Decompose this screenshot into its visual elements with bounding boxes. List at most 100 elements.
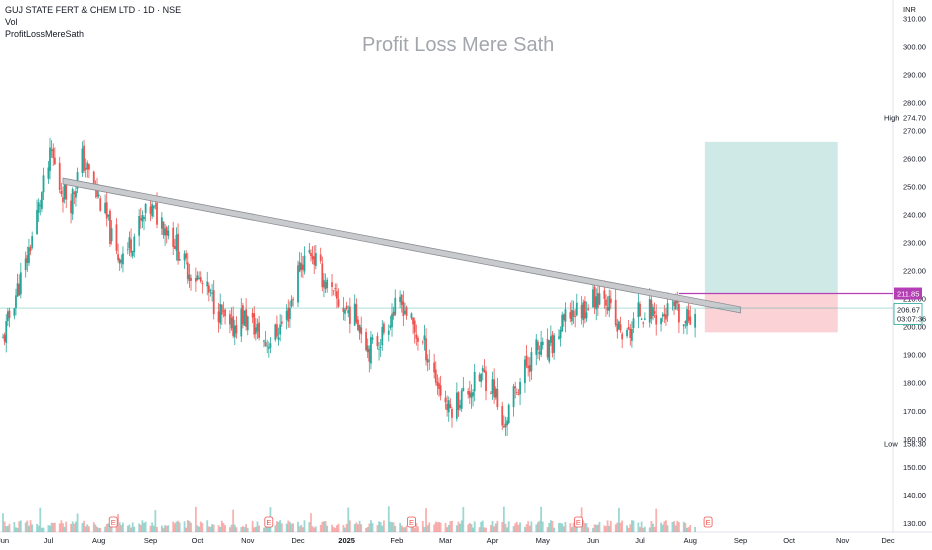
candle bbox=[24, 251, 27, 278]
candle-body bbox=[389, 325, 392, 328]
price-tick-label: 160.00 bbox=[903, 435, 926, 444]
candle-body bbox=[483, 369, 486, 373]
candle-body bbox=[300, 263, 303, 270]
candle bbox=[280, 314, 283, 327]
candle bbox=[143, 214, 145, 231]
time-tick-label: Nov bbox=[241, 536, 255, 545]
candle bbox=[39, 199, 42, 216]
symbol-title[interactable]: GUJ STATE FERT & CHEM LTD · 1D · NSE bbox=[5, 5, 182, 15]
candle-body bbox=[402, 301, 405, 317]
candle bbox=[337, 288, 340, 308]
volume-bar bbox=[319, 524, 322, 532]
volume-bar bbox=[425, 508, 427, 532]
price-tick-label: 190.00 bbox=[903, 351, 926, 360]
candle bbox=[347, 305, 350, 318]
indicator-label[interactable]: ProfitLossMereSath bbox=[5, 29, 85, 39]
volume-bar bbox=[585, 523, 588, 532]
price-tick-label: 250.00 bbox=[903, 183, 926, 192]
candle bbox=[165, 225, 168, 244]
volume-bar bbox=[632, 520, 635, 532]
volume-bar bbox=[642, 527, 645, 532]
candle bbox=[569, 302, 572, 323]
volume-bar bbox=[96, 526, 98, 532]
time-tick-label: Feb bbox=[390, 536, 403, 545]
volume-bar bbox=[663, 521, 666, 532]
candle-body bbox=[156, 202, 158, 225]
candle bbox=[285, 304, 288, 330]
candle-body bbox=[178, 259, 181, 261]
volume-bar bbox=[194, 506, 197, 532]
time-tick-label: Apr bbox=[487, 536, 499, 545]
candle-body bbox=[311, 255, 314, 260]
candle-body bbox=[254, 327, 257, 334]
candle bbox=[279, 314, 282, 342]
candle-body bbox=[506, 420, 508, 426]
candle-body bbox=[485, 371, 487, 391]
candle bbox=[53, 147, 56, 166]
volume-bar bbox=[3, 521, 6, 532]
candle bbox=[507, 403, 510, 425]
candle-body bbox=[3, 334, 6, 342]
candle-body bbox=[663, 313, 666, 317]
volume-bar bbox=[332, 527, 335, 532]
earnings-marker bbox=[264, 516, 274, 528]
volume-bar bbox=[131, 522, 134, 532]
candle-body bbox=[344, 309, 346, 314]
volume-bar bbox=[593, 524, 596, 532]
candle bbox=[258, 315, 260, 341]
candle-body bbox=[524, 359, 526, 384]
candle-body bbox=[337, 299, 340, 307]
candle-body bbox=[126, 249, 129, 251]
volume-bar bbox=[378, 521, 380, 532]
candle bbox=[8, 307, 11, 328]
candle-body bbox=[652, 307, 654, 317]
volume-bar bbox=[258, 525, 260, 532]
candle-body bbox=[381, 326, 384, 346]
price-tick-label: 150.00 bbox=[903, 463, 926, 472]
candle bbox=[400, 293, 403, 313]
candle bbox=[378, 342, 380, 361]
candle-body bbox=[263, 340, 265, 342]
candle-body bbox=[133, 236, 136, 252]
candle bbox=[494, 386, 497, 400]
candle-body bbox=[478, 374, 481, 381]
volume-bar bbox=[684, 523, 687, 532]
last-price-tag-text: 206.67 bbox=[897, 306, 920, 315]
candle bbox=[530, 347, 533, 380]
volume-bar bbox=[178, 522, 181, 532]
candle bbox=[399, 290, 402, 309]
candle bbox=[447, 396, 450, 422]
candle-body bbox=[493, 379, 496, 398]
candle-body bbox=[687, 310, 690, 321]
volume-bar bbox=[592, 527, 594, 532]
candle-body bbox=[528, 365, 531, 373]
volume-bar bbox=[405, 525, 408, 532]
volume-bar bbox=[173, 523, 176, 532]
volume-indicator-label[interactable]: Vol bbox=[5, 17, 18, 27]
candle-body bbox=[292, 299, 295, 300]
candle bbox=[404, 302, 406, 315]
volume-bar bbox=[347, 507, 350, 532]
candle bbox=[126, 242, 129, 255]
volume-bar bbox=[24, 522, 27, 532]
volume-bar bbox=[292, 523, 295, 532]
candle-body bbox=[334, 288, 337, 290]
candle-body bbox=[410, 313, 413, 319]
candle-body bbox=[29, 247, 32, 251]
candle bbox=[686, 305, 688, 335]
candle-body bbox=[538, 351, 541, 355]
candle-body bbox=[460, 390, 463, 409]
volume-bar bbox=[58, 523, 61, 532]
candle-body bbox=[616, 323, 619, 332]
candle bbox=[402, 290, 405, 326]
candle bbox=[472, 389, 474, 407]
candle-body bbox=[220, 304, 223, 315]
candle bbox=[572, 300, 575, 325]
candle-body bbox=[308, 250, 311, 253]
high-value: 274.70 bbox=[903, 113, 926, 122]
candle bbox=[405, 305, 408, 320]
volume-bar bbox=[313, 527, 316, 532]
candle bbox=[425, 328, 427, 366]
candle-body bbox=[632, 318, 635, 328]
